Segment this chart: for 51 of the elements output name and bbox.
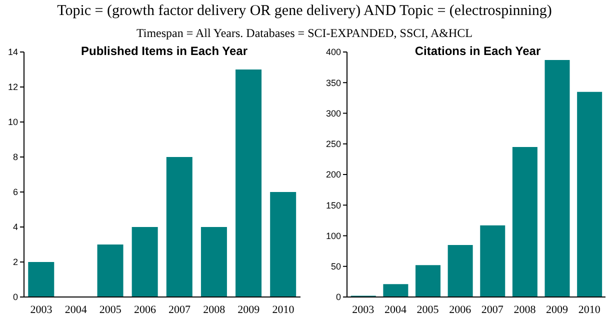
x-tick-label: 2003 bbox=[30, 304, 53, 316]
x-tick-label: 2009 bbox=[546, 304, 568, 316]
bar bbox=[166, 157, 192, 297]
y-tick-label: 200 bbox=[325, 170, 340, 180]
bar bbox=[236, 70, 262, 297]
bar bbox=[480, 225, 505, 297]
y-tick-label: 100 bbox=[325, 230, 340, 241]
x-tick-label: 2004 bbox=[64, 304, 88, 316]
text: Topic = (growth factor delivery OR gene delivery) AND Topic = (electrospinning) bbox=[56, 2, 553, 20]
bar bbox=[512, 146, 537, 297]
y-tick-label: 4 bbox=[12, 222, 18, 232]
bar bbox=[447, 244, 472, 297]
y-tick-label: 350 bbox=[325, 78, 340, 88]
y-tick-label: 0 bbox=[335, 292, 340, 302]
x-tick-label: 2005 bbox=[99, 304, 122, 316]
y-tick-label: 6 bbox=[12, 187, 18, 198]
y-tick-label: 2 bbox=[12, 257, 18, 268]
bar bbox=[544, 60, 570, 297]
x-tick-label: 2006 bbox=[134, 304, 156, 316]
y-tick-label: 8 bbox=[12, 152, 18, 162]
y-tick-label: 400 bbox=[325, 47, 340, 58]
x-tick-label: 2003 bbox=[352, 304, 374, 316]
bar bbox=[132, 227, 158, 297]
bar bbox=[28, 262, 54, 297]
y-tick-label: 10 bbox=[8, 117, 18, 128]
x-tick-label: 2005 bbox=[416, 304, 439, 316]
x-tick-label: 2008 bbox=[513, 304, 536, 316]
bar bbox=[270, 192, 296, 297]
y-tick-label: 12 bbox=[8, 82, 18, 92]
x-tick-label: 2009 bbox=[238, 304, 260, 316]
x-tick-label: 2006 bbox=[448, 304, 472, 316]
x-tick-label: 2008 bbox=[203, 304, 226, 316]
y-tick-label: 300 bbox=[325, 108, 340, 118]
y-tick-label: 0 bbox=[12, 292, 18, 302]
bar bbox=[382, 284, 408, 297]
bar bbox=[200, 227, 227, 297]
x-tick-label: 2007 bbox=[480, 304, 504, 316]
x-tick-label: 2010 bbox=[578, 304, 600, 316]
bar bbox=[97, 244, 124, 297]
x-tick-label: 2010 bbox=[272, 304, 295, 316]
chart-title: Citations in Each Year bbox=[414, 44, 542, 58]
text: Timespan = All Years. Databases = SCI-EXPANDED, SSCI, A&HCL bbox=[135, 26, 474, 40]
x-tick-label: 2004 bbox=[384, 304, 406, 316]
y-tick-label: 250 bbox=[325, 139, 340, 150]
bar bbox=[576, 92, 602, 297]
bar bbox=[415, 265, 440, 297]
y-tick-label: 150 bbox=[325, 200, 340, 210]
y-tick-label: 14 bbox=[8, 47, 18, 58]
chart-title: Published Items in Each Year bbox=[80, 44, 248, 58]
x-tick-label: 2007 bbox=[168, 304, 192, 316]
y-tick-label: 50 bbox=[330, 262, 340, 272]
